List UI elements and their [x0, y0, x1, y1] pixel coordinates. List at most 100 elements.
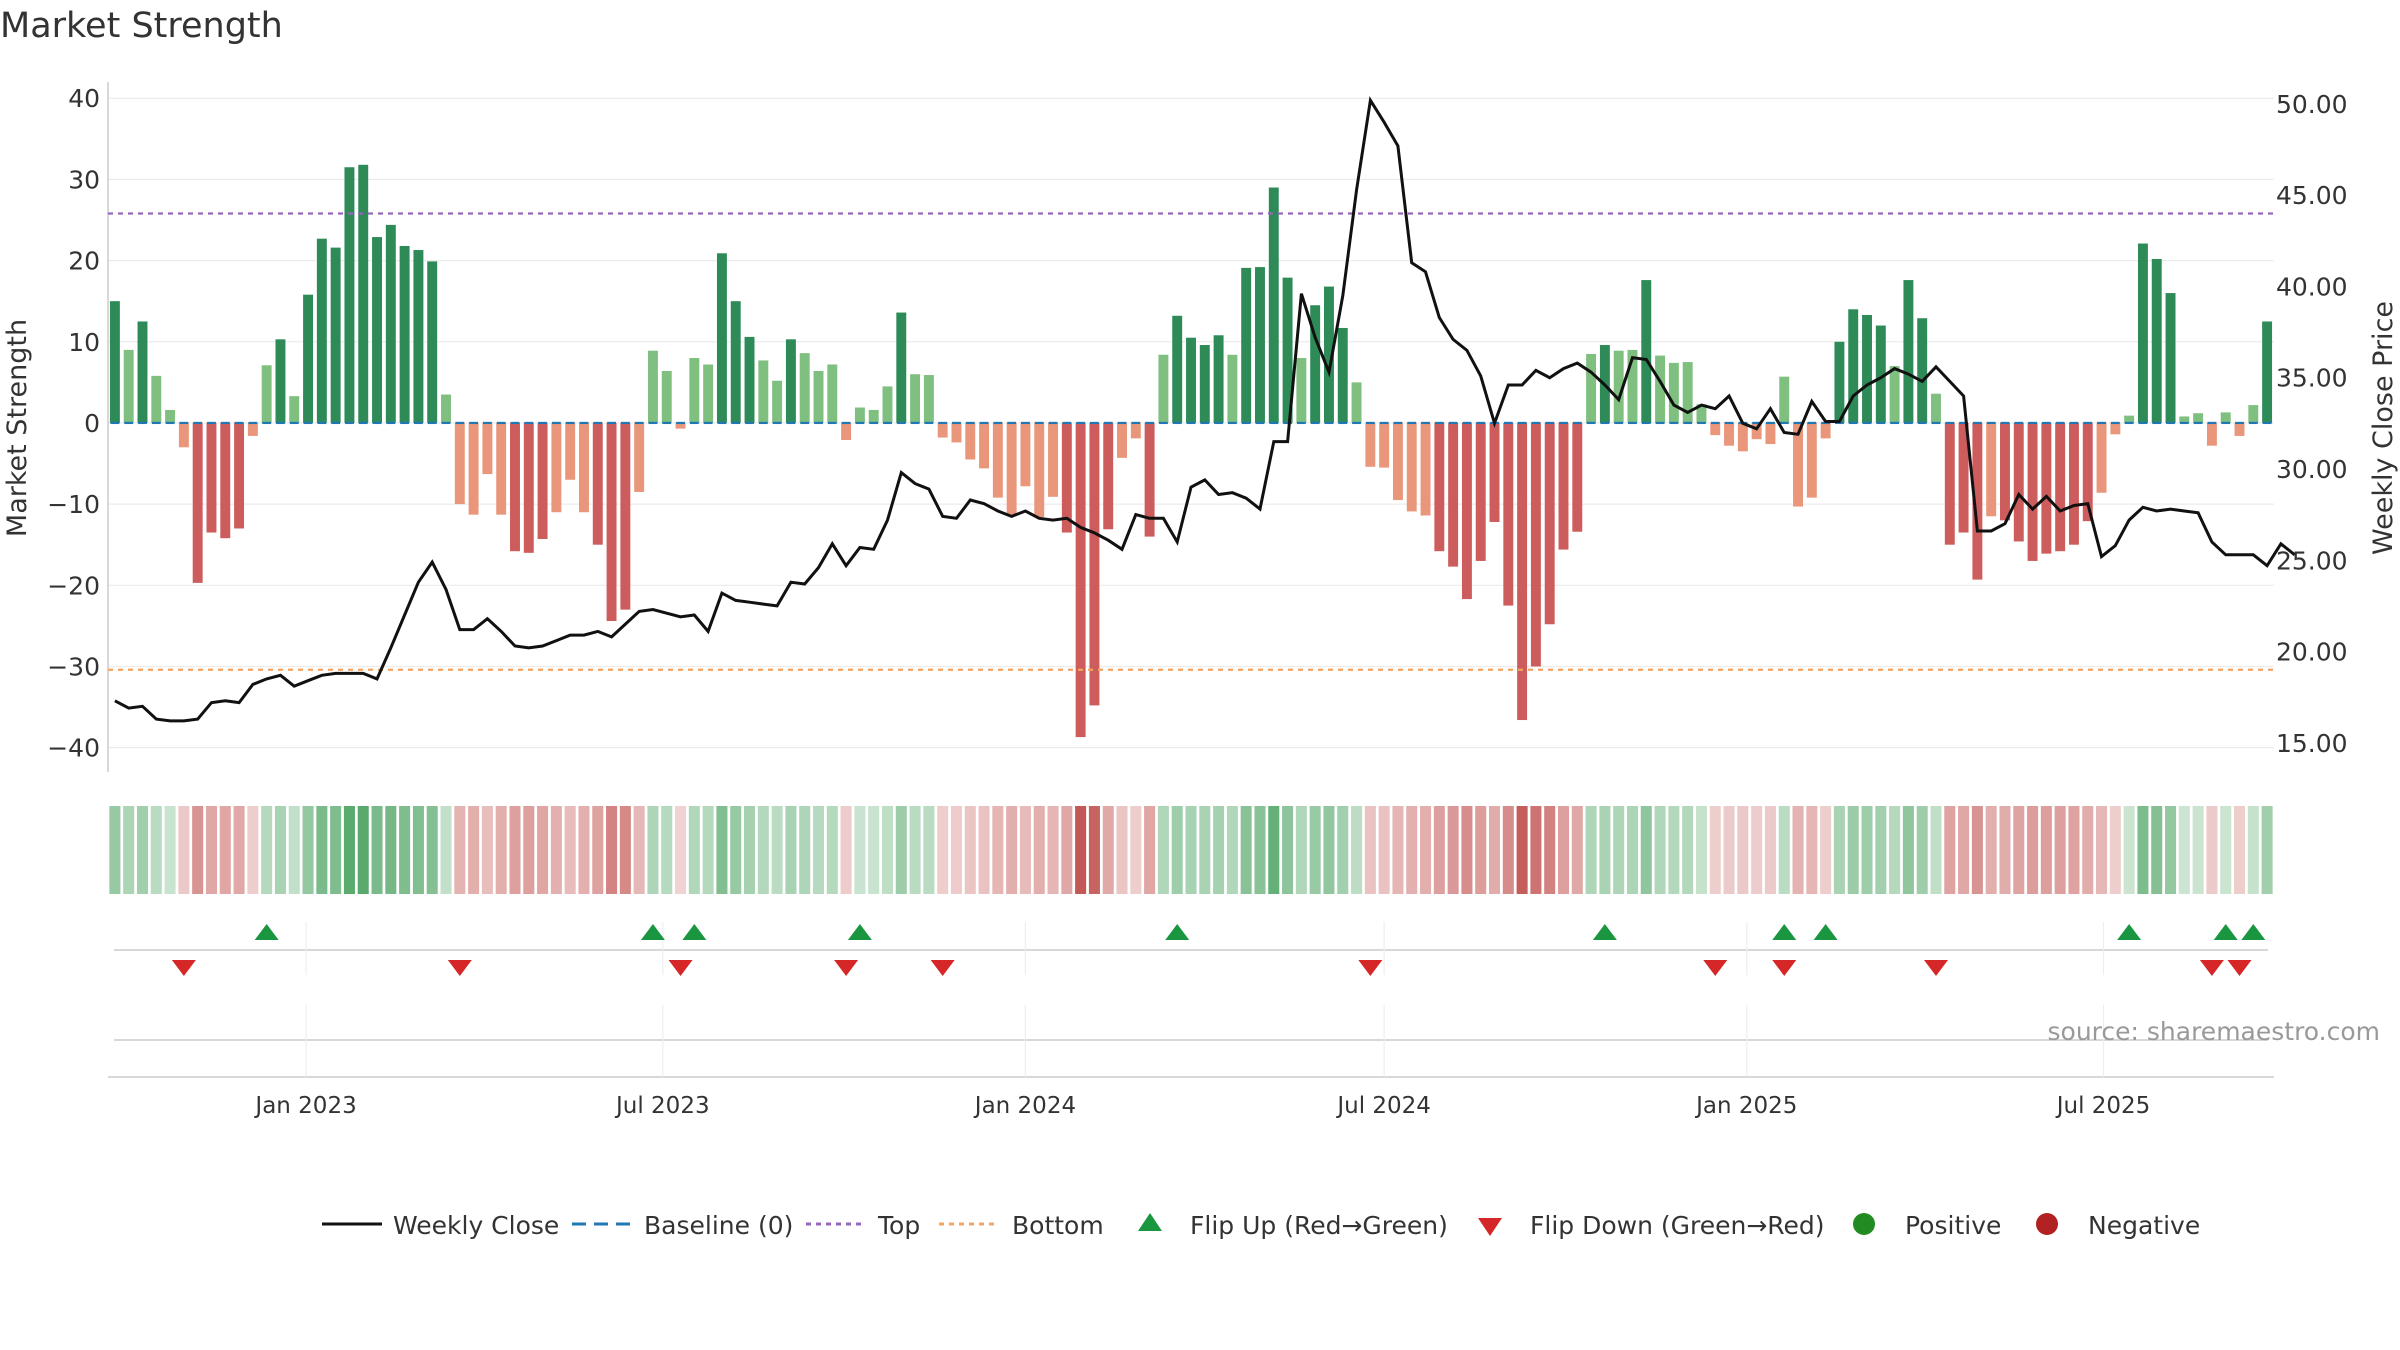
- strength-bar: [2027, 422, 2038, 561]
- strength-bar: [192, 422, 203, 583]
- strength-bar: [882, 386, 893, 423]
- legend-positive-icon: [1853, 1213, 1875, 1235]
- strength-bar: [1958, 422, 1969, 533]
- strength-bar: [951, 422, 962, 443]
- strip-cell: [2068, 806, 2080, 894]
- strength-bar: [1944, 422, 1955, 545]
- strip-cell: [799, 806, 811, 894]
- strength-bar: [923, 375, 934, 423]
- strip-cell: [1571, 806, 1583, 894]
- strip-cell: [1833, 806, 1845, 894]
- strength-bar: [2124, 415, 2135, 423]
- strip-cell: [730, 806, 742, 894]
- legend-top: Top: [877, 1211, 920, 1240]
- strip-cell: [1847, 806, 1859, 894]
- flip-up-marker: [254, 924, 279, 940]
- strip-cell: [771, 806, 783, 894]
- strength-bar: [1572, 422, 1583, 532]
- strength-bar: [1434, 422, 1445, 552]
- strength-bar: [165, 409, 176, 423]
- strength-bar: [2193, 413, 2204, 423]
- strength-bar: [965, 422, 976, 460]
- strength-bar: [1875, 325, 1886, 423]
- strip-cell: [1116, 806, 1128, 894]
- strength-bar: [1061, 422, 1072, 533]
- strength-bar: [468, 422, 479, 515]
- legend-bottom: Bottom: [1012, 1211, 1104, 1240]
- strip-cell: [1723, 806, 1735, 894]
- strip-cell: [1019, 806, 1031, 894]
- strip-cell: [1364, 806, 1376, 894]
- strip-cell: [1475, 806, 1487, 894]
- strength-bar: [1655, 355, 1666, 423]
- strip-cell: [2096, 806, 2108, 894]
- strength-bar: [1737, 422, 1748, 452]
- strength-bar: [2110, 422, 2121, 435]
- strength-bar: [385, 224, 396, 423]
- strip-cell: [1613, 806, 1625, 894]
- strength-bar: [372, 237, 382, 423]
- strip-cell: [123, 806, 135, 894]
- legend-positive: Positive: [1905, 1211, 2001, 1240]
- strip-cell: [1061, 806, 1073, 894]
- strength-bar: [137, 321, 148, 423]
- strip-cell: [1144, 806, 1156, 894]
- strip-cell: [1516, 806, 1528, 894]
- x-axis-ticks: Jan 2023 Jul 2023 Jan 2024 Jul 2024 Jan 2025…: [253, 1093, 2150, 1119]
- strip-cell: [1157, 806, 1169, 894]
- strip-cell: [826, 806, 838, 894]
- strip-cell: [440, 806, 452, 894]
- strip-cell: [1557, 806, 1570, 894]
- strip-cell: [2013, 806, 2025, 894]
- flip-markers-panel: [114, 922, 2268, 976]
- strip-cell: [1902, 806, 1914, 894]
- legend-flip-up-icon: [1138, 1213, 1162, 1231]
- strip-cell: [1875, 806, 1887, 894]
- strength-bar: [275, 339, 286, 423]
- strength-bar: [1834, 341, 1845, 423]
- strength-bar: [330, 247, 341, 423]
- x-tick-label: Jul 2023: [614, 1093, 710, 1119]
- strip-cell: [1889, 806, 1901, 894]
- strip-cell: [1985, 806, 1997, 894]
- strength-bar: [2055, 422, 2066, 552]
- strip-cell: [1599, 806, 1611, 894]
- strength-bar: [1392, 422, 1403, 501]
- strip-cell: [1033, 806, 1045, 894]
- strength-bar: [1917, 318, 1928, 423]
- left-tick-label: 40: [68, 84, 100, 113]
- strength-bar: [1158, 354, 1169, 423]
- strength-bar: [178, 422, 189, 448]
- strip-cell: [2178, 806, 2190, 894]
- strength-bar: [1199, 345, 1210, 423]
- strength-bar: [1779, 376, 1790, 423]
- strip-cell: [178, 806, 190, 894]
- strip-cell: [1309, 806, 1321, 894]
- strength-bar: [841, 422, 852, 440]
- strength-bar: [427, 261, 438, 423]
- strength-bar: [1903, 280, 1914, 423]
- strip-cell: [150, 806, 162, 894]
- strip-cell: [592, 806, 604, 894]
- strength-bar: [358, 164, 369, 423]
- strip-cell: [633, 806, 645, 894]
- legend-flip-up: Flip Up (Red→Green): [1190, 1211, 1448, 1240]
- strength-bar: [2000, 422, 2010, 521]
- strip-cell: [302, 806, 314, 894]
- strength-bar: [1144, 422, 1155, 537]
- strip-cell: [1751, 806, 1763, 894]
- strip-cell: [840, 806, 852, 894]
- strip-cell: [205, 806, 217, 894]
- strength-bar: [1241, 267, 1252, 423]
- strength-bar: [1489, 422, 1500, 522]
- strength-bar: [1420, 422, 1431, 516]
- strength-bar: [1296, 358, 1307, 423]
- strip-cell: [1323, 806, 1335, 894]
- strip-cell: [1378, 806, 1390, 894]
- strength-bar: [1668, 362, 1679, 423]
- strip-cell: [1199, 806, 1211, 894]
- strength-bar: [1544, 422, 1555, 625]
- chart-title: Market Strength: [0, 6, 283, 46]
- left-tick-label: −40: [47, 734, 100, 763]
- flip-up-marker: [1592, 924, 1617, 940]
